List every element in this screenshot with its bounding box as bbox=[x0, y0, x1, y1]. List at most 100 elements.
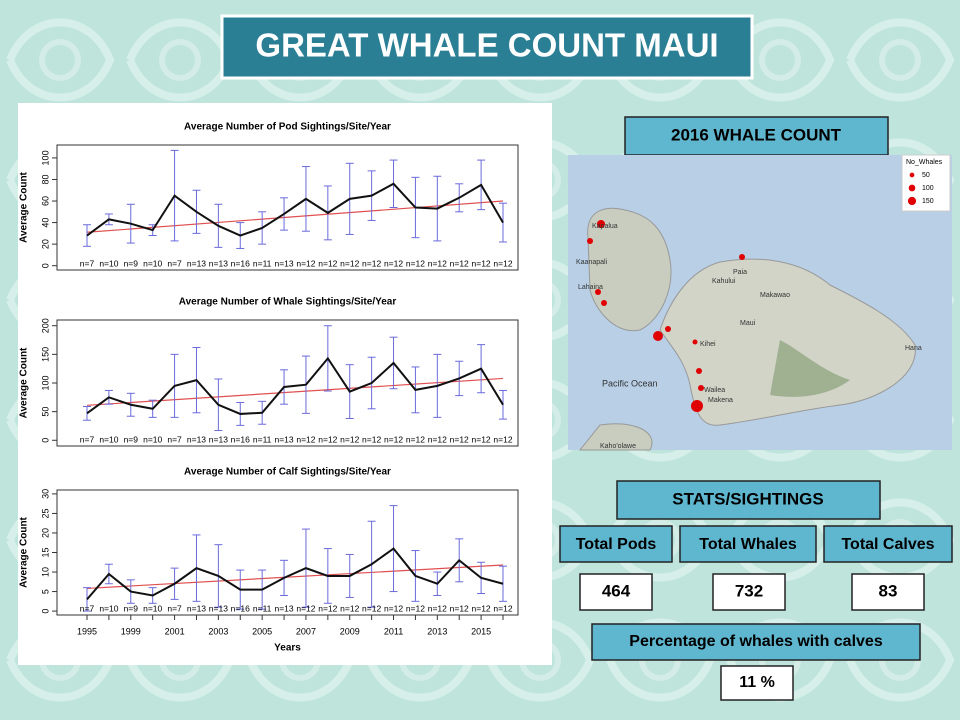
y-tick-label: 100 bbox=[40, 150, 50, 165]
stat-label: Total Pods bbox=[576, 536, 657, 553]
stat-value: 83 bbox=[879, 581, 898, 600]
place-label: Kahului bbox=[712, 278, 736, 285]
y-tick-label: 40 bbox=[40, 218, 50, 228]
y-tick-label: 0 bbox=[40, 609, 50, 614]
x-tick-label: 2007 bbox=[296, 626, 316, 636]
n-label: n=13 bbox=[187, 258, 206, 268]
x-axis-label: Years bbox=[274, 643, 301, 654]
title-banner bbox=[220, 14, 754, 80]
n-label: n=13 bbox=[274, 603, 293, 613]
n-label: n=12 bbox=[493, 258, 512, 268]
y-tick-label: 15 bbox=[40, 547, 50, 557]
map-title: 2016 WHALE COUNT bbox=[671, 125, 842, 144]
n-label: n=12 bbox=[493, 434, 512, 444]
n-label: n=7 bbox=[80, 258, 95, 268]
data-line bbox=[86, 182, 504, 237]
n-label: n=12 bbox=[340, 434, 359, 444]
stats-title-box bbox=[616, 480, 881, 520]
n-label: n=10 bbox=[143, 603, 162, 613]
stat-value-box bbox=[579, 573, 653, 611]
n-label: n=12 bbox=[472, 603, 491, 613]
trend-line bbox=[86, 564, 504, 590]
x-tick-label: 2013 bbox=[427, 626, 447, 636]
n-label: n=10 bbox=[143, 258, 162, 268]
n-label: n=16 bbox=[231, 603, 250, 613]
place-label: Lahaina bbox=[578, 284, 603, 291]
legend-dot bbox=[907, 196, 917, 206]
n-label: n=12 bbox=[406, 434, 425, 444]
n-label: n=12 bbox=[428, 258, 447, 268]
n-label: n=12 bbox=[428, 603, 447, 613]
x-tick-label: 2009 bbox=[340, 626, 360, 636]
n-label: n=12 bbox=[318, 258, 337, 268]
chart-title: Average Number of Calf Sightings/Site/Ye… bbox=[184, 467, 391, 478]
stat-label: Total Whales bbox=[699, 536, 797, 553]
n-label: n=12 bbox=[296, 258, 315, 268]
y-tick-label: 80 bbox=[40, 174, 50, 184]
place-label: Wailea bbox=[704, 387, 725, 394]
stats-title: STATS/SIGHTINGS bbox=[672, 489, 823, 508]
chart-panel bbox=[18, 103, 552, 665]
n-label: n=12 bbox=[472, 258, 491, 268]
place-label: Makena bbox=[708, 397, 733, 404]
n-label: n=10 bbox=[99, 434, 118, 444]
n-label: n=10 bbox=[143, 434, 162, 444]
n-label: n=13 bbox=[274, 434, 293, 444]
legend-label: 150 bbox=[922, 198, 934, 205]
n-label: n=12 bbox=[384, 258, 403, 268]
n-label: n=10 bbox=[99, 258, 118, 268]
legend-label: 50 bbox=[922, 172, 930, 179]
stat-label-box bbox=[823, 525, 953, 563]
n-label: n=11 bbox=[253, 603, 272, 613]
n-label: n=12 bbox=[296, 603, 315, 613]
y-tick-label: 60 bbox=[40, 196, 50, 206]
y-axis-label: Average Count bbox=[19, 171, 30, 242]
n-label: n=12 bbox=[428, 434, 447, 444]
n-label: n=12 bbox=[450, 434, 469, 444]
n-label: n=12 bbox=[493, 603, 512, 613]
n-label: n=13 bbox=[209, 258, 228, 268]
n-label: n=12 bbox=[362, 434, 381, 444]
n-label: n=12 bbox=[318, 603, 337, 613]
stat-value: 732 bbox=[735, 581, 763, 600]
stat-label-box bbox=[559, 525, 673, 563]
stat-value: 464 bbox=[602, 581, 631, 600]
place-label: Kihei bbox=[700, 341, 716, 348]
n-label: n=12 bbox=[340, 603, 359, 613]
trend-line bbox=[86, 377, 504, 406]
n-label: n=12 bbox=[406, 603, 425, 613]
y-tick-label: 20 bbox=[40, 239, 50, 249]
legend-dot bbox=[909, 172, 915, 178]
legend-label: 100 bbox=[922, 185, 934, 192]
n-label: n=13 bbox=[274, 258, 293, 268]
x-tick-label: 2005 bbox=[252, 626, 272, 636]
west-maui bbox=[587, 207, 672, 332]
n-label: n=7 bbox=[167, 258, 182, 268]
y-tick-label: 30 bbox=[40, 489, 50, 499]
n-label: n=12 bbox=[472, 434, 491, 444]
y-tick-label: 150 bbox=[40, 347, 50, 362]
n-label: n=12 bbox=[384, 603, 403, 613]
y-tick-label: 200 bbox=[40, 318, 50, 333]
n-label: n=12 bbox=[406, 258, 425, 268]
n-label: n=16 bbox=[231, 258, 250, 268]
map-title-box bbox=[624, 116, 889, 156]
chart-title: Average Number of Pod Sightings/Site/Yea… bbox=[184, 122, 391, 133]
legend-title: No_Whales bbox=[906, 159, 943, 166]
slide-title: GREAT WHALE COUNT MAUI bbox=[255, 27, 718, 64]
n-label: n=9 bbox=[124, 434, 139, 444]
y-tick-label: 20 bbox=[40, 528, 50, 538]
n-label: n=13 bbox=[209, 434, 228, 444]
n-label: n=11 bbox=[253, 434, 272, 444]
x-tick-label: 1999 bbox=[121, 626, 141, 636]
y-axis-label: Average Count bbox=[19, 516, 30, 587]
n-label: n=12 bbox=[296, 434, 315, 444]
n-label: n=9 bbox=[124, 258, 139, 268]
n-label: n=13 bbox=[187, 434, 206, 444]
n-label: n=12 bbox=[450, 603, 469, 613]
place-label: Pacific Ocean bbox=[602, 378, 658, 388]
place-label: Kaho'olawe bbox=[600, 443, 636, 450]
place-label: Maui bbox=[740, 320, 756, 327]
percentage-label: Percentage of whales with calves bbox=[629, 633, 883, 650]
